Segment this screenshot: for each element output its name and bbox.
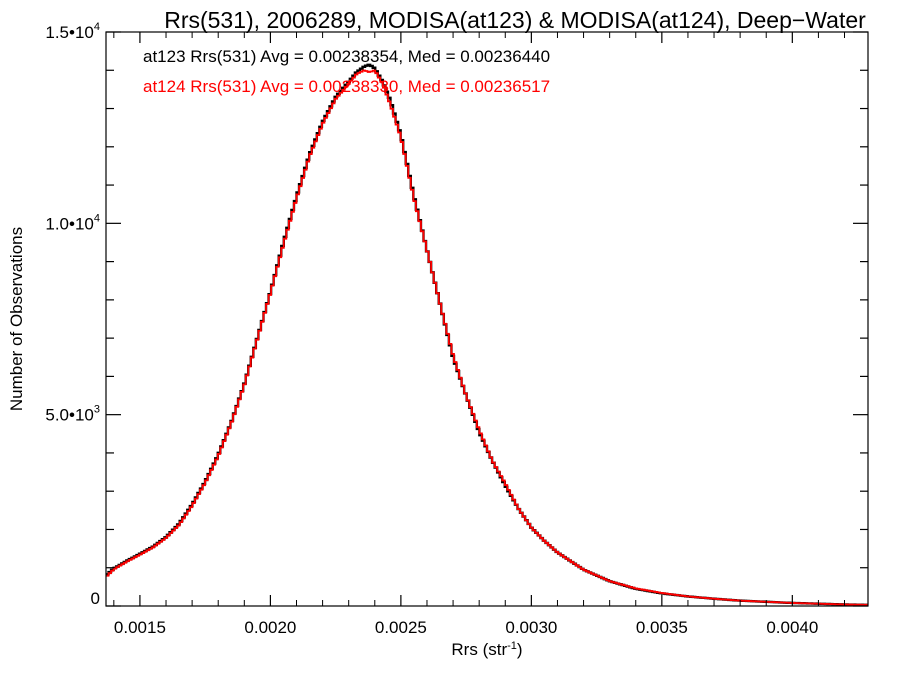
x-axis: 0.0015 0.0020 0.0025 0.0030 0.0035 0.0040	[113, 32, 846, 637]
y-tick-label: 5.0•103	[45, 404, 100, 425]
y-tick-label-base: 5.0•10	[45, 406, 94, 425]
series-line-at123	[106, 63, 868, 607]
plot-frame	[105, 31, 869, 607]
series-line-at124	[106, 69, 868, 606]
y-axis-label: Number of Observations	[7, 227, 26, 411]
x-axis-label-main: Rrs (str	[451, 640, 507, 659]
x-tick-label: 0.0035	[636, 618, 688, 637]
legend-entry-at124: at124 Rrs(531) Avg = 0.00238330, Med = 0…	[143, 77, 550, 96]
y-tick-label-exponent: 3	[94, 404, 100, 416]
series-at123	[106, 63, 868, 607]
legend-entry-at123: at123 Rrs(531) Avg = 0.00238354, Med = 0…	[143, 47, 550, 66]
y-tick-label: 0	[91, 589, 100, 608]
x-axis-label: Rrs (str-1)	[451, 640, 522, 659]
y-tick-label-base: 1.0•10	[45, 214, 94, 233]
x-tick-label: 0.0020	[244, 618, 296, 637]
x-tick-label: 0.0040	[766, 618, 818, 637]
series-at124	[106, 69, 868, 606]
x-tick-label: 0.0015	[114, 618, 166, 637]
y-tick-label-exponent: 4	[94, 21, 100, 33]
x-tick-label: 0.0030	[505, 618, 557, 637]
x-axis-label-superscript: -1	[507, 640, 517, 652]
series-layer	[106, 63, 868, 607]
y-tick-label: 1.5•104	[45, 21, 100, 42]
y-tick-label: 1.0•104	[45, 212, 100, 233]
x-axis-label-close: )	[517, 640, 523, 659]
y-tick-label-base: 1.5•10	[45, 23, 94, 42]
x-tick-label: 0.0025	[375, 618, 427, 637]
y-tick-label-exponent: 4	[94, 212, 100, 224]
y-tick-label-base: 0	[91, 589, 100, 608]
chart-title: Rrs(531), 2006289, MODISA(at123) & MODIS…	[164, 7, 866, 33]
